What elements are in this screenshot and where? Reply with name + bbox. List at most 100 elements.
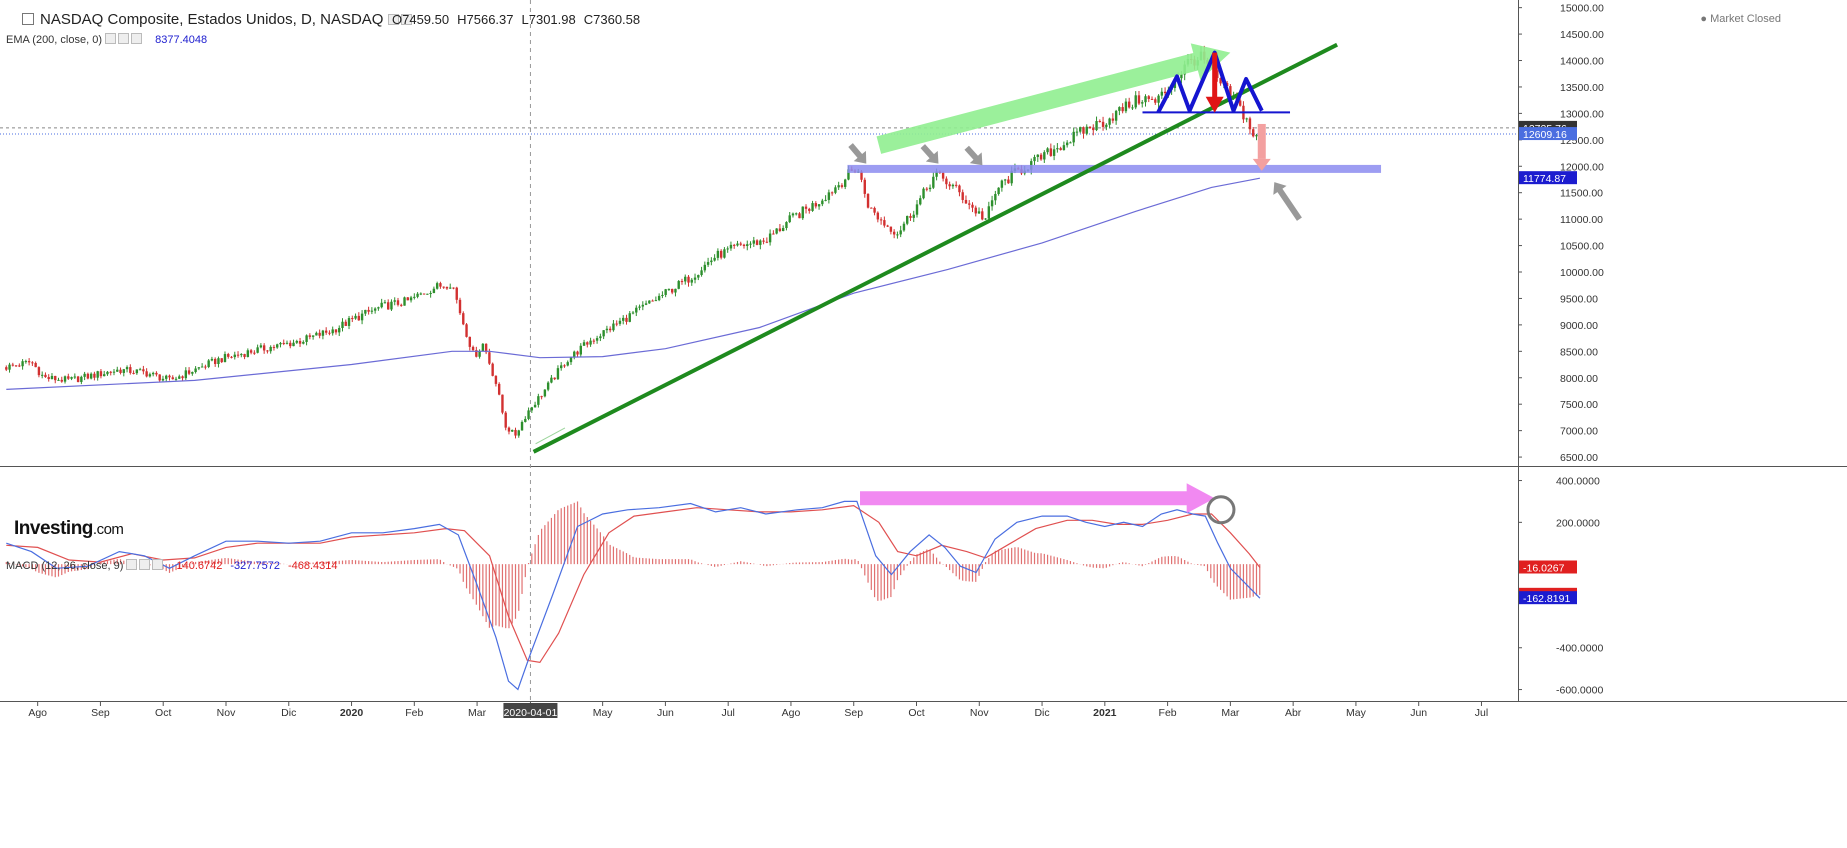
candle-body <box>331 329 334 334</box>
candle-body <box>1088 126 1092 129</box>
candle-body <box>504 412 507 428</box>
candle-body <box>324 330 328 333</box>
candle-body <box>452 287 455 289</box>
grey-arrow-shape <box>964 145 983 166</box>
candle-body <box>915 204 919 215</box>
candle-body <box>266 350 269 352</box>
candle-body <box>1092 128 1095 131</box>
price-axis-tick-label: 6500.00 <box>1560 452 1598 464</box>
macd-legend[interactable]: MACD (12, 26, close, 9) 140.6742 -327.757… <box>6 559 337 573</box>
macd-tag-label: -162.8191 <box>1523 593 1570 605</box>
candle-body <box>641 304 645 307</box>
candle-body <box>227 354 230 357</box>
candle-body <box>684 276 687 282</box>
settings-icon[interactable] <box>139 559 151 570</box>
candle-body <box>11 364 15 366</box>
candle-body <box>932 176 935 188</box>
candle-body <box>971 204 974 208</box>
candle-body <box>628 313 631 322</box>
candle-body <box>403 297 406 306</box>
candle-body <box>866 193 870 208</box>
candle-body <box>814 203 818 207</box>
candle-body <box>262 345 266 351</box>
time-axis-label: Jul <box>1475 707 1488 719</box>
ema-legend[interactable]: EMA (200, close, 0) 8377.4048 <box>6 33 207 47</box>
chart-title: NASDAQ Composite, Estados Unidos, D, NAS… <box>22 11 414 29</box>
price-tag-bg <box>1519 127 1577 141</box>
candle-body <box>478 350 481 357</box>
candle-body <box>997 187 1000 195</box>
settings-icon[interactable] <box>400 13 412 25</box>
candle-body <box>80 376 83 382</box>
ohlc-values: O7459.50 H7566.37 L7301.98 C7360.58 <box>392 12 648 27</box>
candle-body <box>308 335 312 337</box>
macd-buttons[interactable] <box>126 559 165 573</box>
candle-body <box>220 358 223 363</box>
candle-body <box>1255 135 1258 137</box>
candle-body <box>579 345 582 355</box>
candle-body <box>801 206 804 219</box>
candle-body <box>27 361 31 363</box>
candle-body <box>817 204 821 207</box>
candle-body <box>883 220 886 226</box>
candle-body <box>968 203 971 205</box>
candle-body <box>795 213 798 215</box>
candle-body <box>259 345 263 348</box>
candle-body <box>919 198 922 205</box>
candle-body <box>1007 179 1010 184</box>
candle-body <box>808 208 811 211</box>
candle-body <box>158 374 161 381</box>
candle-body <box>197 367 201 369</box>
candle-body <box>723 249 726 258</box>
candle-body <box>775 228 778 234</box>
candle-body <box>1137 95 1141 104</box>
momentum-arrow-shape <box>876 43 1231 154</box>
candle-body <box>1121 107 1124 112</box>
candle-body <box>840 185 844 187</box>
close-icon[interactable] <box>152 559 164 570</box>
candle-body <box>86 373 90 379</box>
price-axis-tick-label: 8500.00 <box>1560 346 1598 358</box>
candle-body <box>99 371 103 377</box>
candle-body <box>1065 142 1069 146</box>
candle-body <box>109 371 112 373</box>
eye-icon[interactable] <box>387 13 399 25</box>
candle-body <box>729 244 733 249</box>
candle-body <box>386 302 390 310</box>
candle-body <box>155 372 158 375</box>
candle-body <box>34 362 37 368</box>
macd-axis-tick-label: 200.0000 <box>1556 517 1600 529</box>
candle-body <box>465 324 468 337</box>
candle-body <box>977 211 981 214</box>
candle-body <box>1098 121 1102 123</box>
candle-body <box>383 302 387 304</box>
candle-body <box>328 332 331 334</box>
candle-body <box>1219 77 1222 84</box>
eye-icon[interactable] <box>105 33 117 44</box>
candle-body <box>860 171 863 180</box>
candle-body <box>380 302 383 308</box>
candle-body <box>70 377 73 379</box>
candle-body <box>289 342 292 347</box>
candle-body <box>984 218 987 220</box>
collapse-icon[interactable] <box>22 13 34 25</box>
macd-axis-tick-label: -400.0000 <box>1556 643 1603 655</box>
candle-body <box>576 351 579 355</box>
candle-body <box>556 368 560 380</box>
grey-arrow-shape <box>920 144 939 164</box>
candle-body <box>1036 154 1039 157</box>
candle-body <box>204 366 207 368</box>
eye-icon[interactable] <box>126 559 138 570</box>
candle-body <box>194 368 197 373</box>
macd-line <box>6 500 1261 691</box>
settings-icon[interactable] <box>118 33 130 44</box>
ema-buttons[interactable] <box>105 33 144 47</box>
candle-body <box>739 243 742 245</box>
candle-body <box>171 377 174 380</box>
candle-body <box>1163 91 1167 94</box>
close-icon[interactable] <box>131 33 143 44</box>
candle-body <box>357 315 361 321</box>
candle-body <box>667 288 671 290</box>
legend-buttons[interactable] <box>387 12 414 29</box>
